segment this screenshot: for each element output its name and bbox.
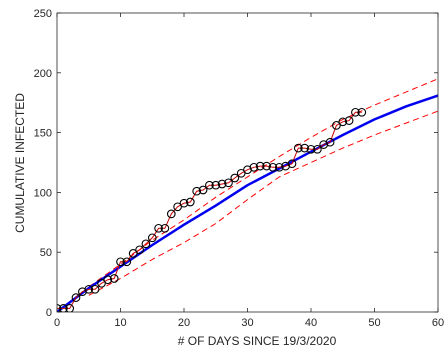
upper-bound-line [88, 78, 438, 288]
data-point [255, 161, 265, 171]
data-point [84, 284, 94, 294]
data-point [173, 202, 182, 212]
x-tick-label: 60 [432, 317, 444, 329]
lower-bound-line [88, 110, 438, 296]
data-point [338, 117, 348, 127]
data-point [147, 233, 157, 243]
data-point [262, 161, 271, 171]
data-point [287, 159, 297, 169]
data-point [103, 275, 113, 285]
data-point [109, 274, 119, 283]
data-point [230, 173, 240, 183]
y-tick-label: 200 [34, 68, 52, 80]
x-tick-label: 20 [178, 317, 190, 329]
data-point [90, 284, 100, 294]
data-point [332, 121, 341, 130]
data-point [325, 137, 335, 147]
observed-line [57, 111, 362, 309]
y-tick-label: 100 [34, 187, 52, 199]
data-point [224, 178, 233, 188]
y-tick-label: 50 [40, 247, 52, 259]
x-tick-label: 50 [368, 317, 380, 329]
data-point [179, 198, 189, 208]
data-point [59, 304, 68, 312]
data-point [141, 239, 151, 249]
x-tick-label: 40 [305, 317, 317, 329]
data-point [268, 162, 278, 172]
data-point [249, 162, 259, 172]
data-point [116, 257, 125, 267]
data-point [185, 197, 195, 207]
data-point [192, 186, 202, 196]
data-point [211, 180, 221, 190]
data-point [122, 257, 132, 267]
data-point [205, 180, 214, 190]
data-point [166, 209, 176, 219]
data-point [236, 168, 246, 178]
plot-area [57, 13, 438, 312]
x-tick-label: 30 [241, 317, 253, 329]
data-point [300, 143, 309, 153]
fit-curve [57, 94, 438, 312]
data-point [344, 116, 354, 125]
data-point [128, 249, 138, 258]
data-point [306, 144, 316, 154]
y-tick-label: 150 [34, 128, 52, 140]
data-point [274, 162, 284, 172]
data-point [160, 223, 170, 233]
data-point [97, 278, 106, 288]
data-point [357, 107, 367, 117]
data-point [198, 185, 208, 195]
x-tick-label: 10 [114, 317, 126, 329]
data-point [154, 223, 163, 233]
data-point [351, 107, 360, 117]
data-point [293, 143, 303, 153]
y-tick-label: 0 [46, 307, 52, 319]
data-point [217, 179, 227, 189]
y-tick-label: 250 [34, 8, 52, 20]
x-tick-label: 0 [54, 317, 60, 329]
data-point [313, 144, 322, 154]
data-point [71, 293, 81, 302]
x-axis-label: # OF DAYS SINCE 19/3/2020 [178, 334, 337, 348]
data-point [65, 304, 75, 312]
data-point [135, 245, 144, 255]
y-axis-label: CUMULATIVE INFECTED [13, 93, 27, 233]
